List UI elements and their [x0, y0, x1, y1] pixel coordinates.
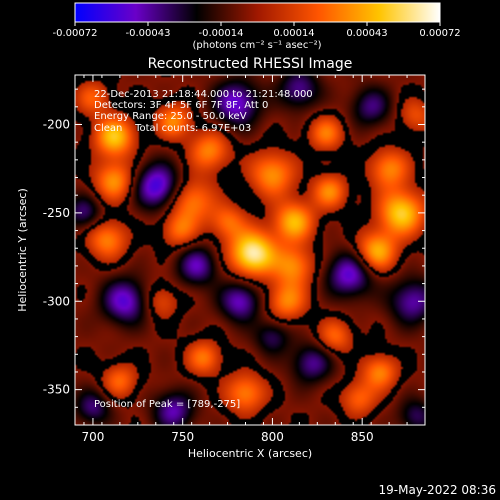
- colorbar-tick-label: 0.00072: [419, 28, 460, 39]
- colorbar-tick-label: 0.00043: [346, 28, 387, 39]
- colorbar-gradient: [74, 2, 441, 23]
- colorbar-tick-label: -0.00014: [199, 28, 244, 39]
- heatmap-image: [75, 75, 425, 425]
- y-axis-label: Heliocentric Y (arcsec): [16, 188, 29, 312]
- axis-ticks: 700 750 800 850 -200 -250 -300 -350: [43, 75, 426, 444]
- annotation-detectors: Detectors: 3F 4F 5F 6F 7F 8F, Att 0: [94, 100, 268, 111]
- y-tick-label: -200: [43, 117, 70, 131]
- x-tick-label: 850: [351, 430, 374, 444]
- chart-title: Reconstructed RHESSI Image: [148, 56, 353, 72]
- annotation-block: 22-Dec-2013 21:18:44.000 to 21:21:48.000…: [94, 89, 313, 134]
- y-tick-label: -300: [43, 294, 70, 308]
- annotation-energy-range: Energy Range: 25.0 - 50.0 keV: [94, 111, 247, 122]
- plot-frame: [74, 74, 426, 426]
- y-tick-label: -350: [43, 383, 70, 397]
- footer-timestamp: 19-May-2022 08:36: [379, 483, 496, 497]
- colorbar-unit-label: (photons cm⁻² s⁻¹ asec⁻²): [192, 40, 321, 51]
- plot-area: 700 750 800 850 -200 -250 -300 -350 22-Dec-2013…: [43, 74, 426, 444]
- x-tick-label: 750: [171, 430, 194, 444]
- annotation-clean-counts: Clean Total counts: 6.97E+03: [94, 123, 251, 134]
- annotation-time-range: 22-Dec-2013 21:18:44.000 to 21:21:48.000: [94, 89, 313, 100]
- y-tick-label: -250: [43, 206, 70, 220]
- x-tick-label: 800: [261, 430, 284, 444]
- colorbar-ticks: -0.00072 -0.00043 -0.00014 0.00014 0.00043 0.…: [53, 22, 461, 39]
- colorbar: -0.00072 -0.00043 -0.00014 0.00014 0.00043 0.…: [53, 2, 461, 51]
- x-tick-label: 700: [81, 430, 104, 444]
- colorbar-tick-label: -0.00072: [53, 28, 98, 39]
- x-axis-label: Heliocentric X (arcsec): [188, 447, 312, 460]
- colorbar-tick-label: 0.00014: [273, 28, 314, 39]
- colorbar-tick-label: -0.00043: [126, 28, 171, 39]
- peak-position-label: Position of Peak = [789,-275]: [94, 399, 240, 410]
